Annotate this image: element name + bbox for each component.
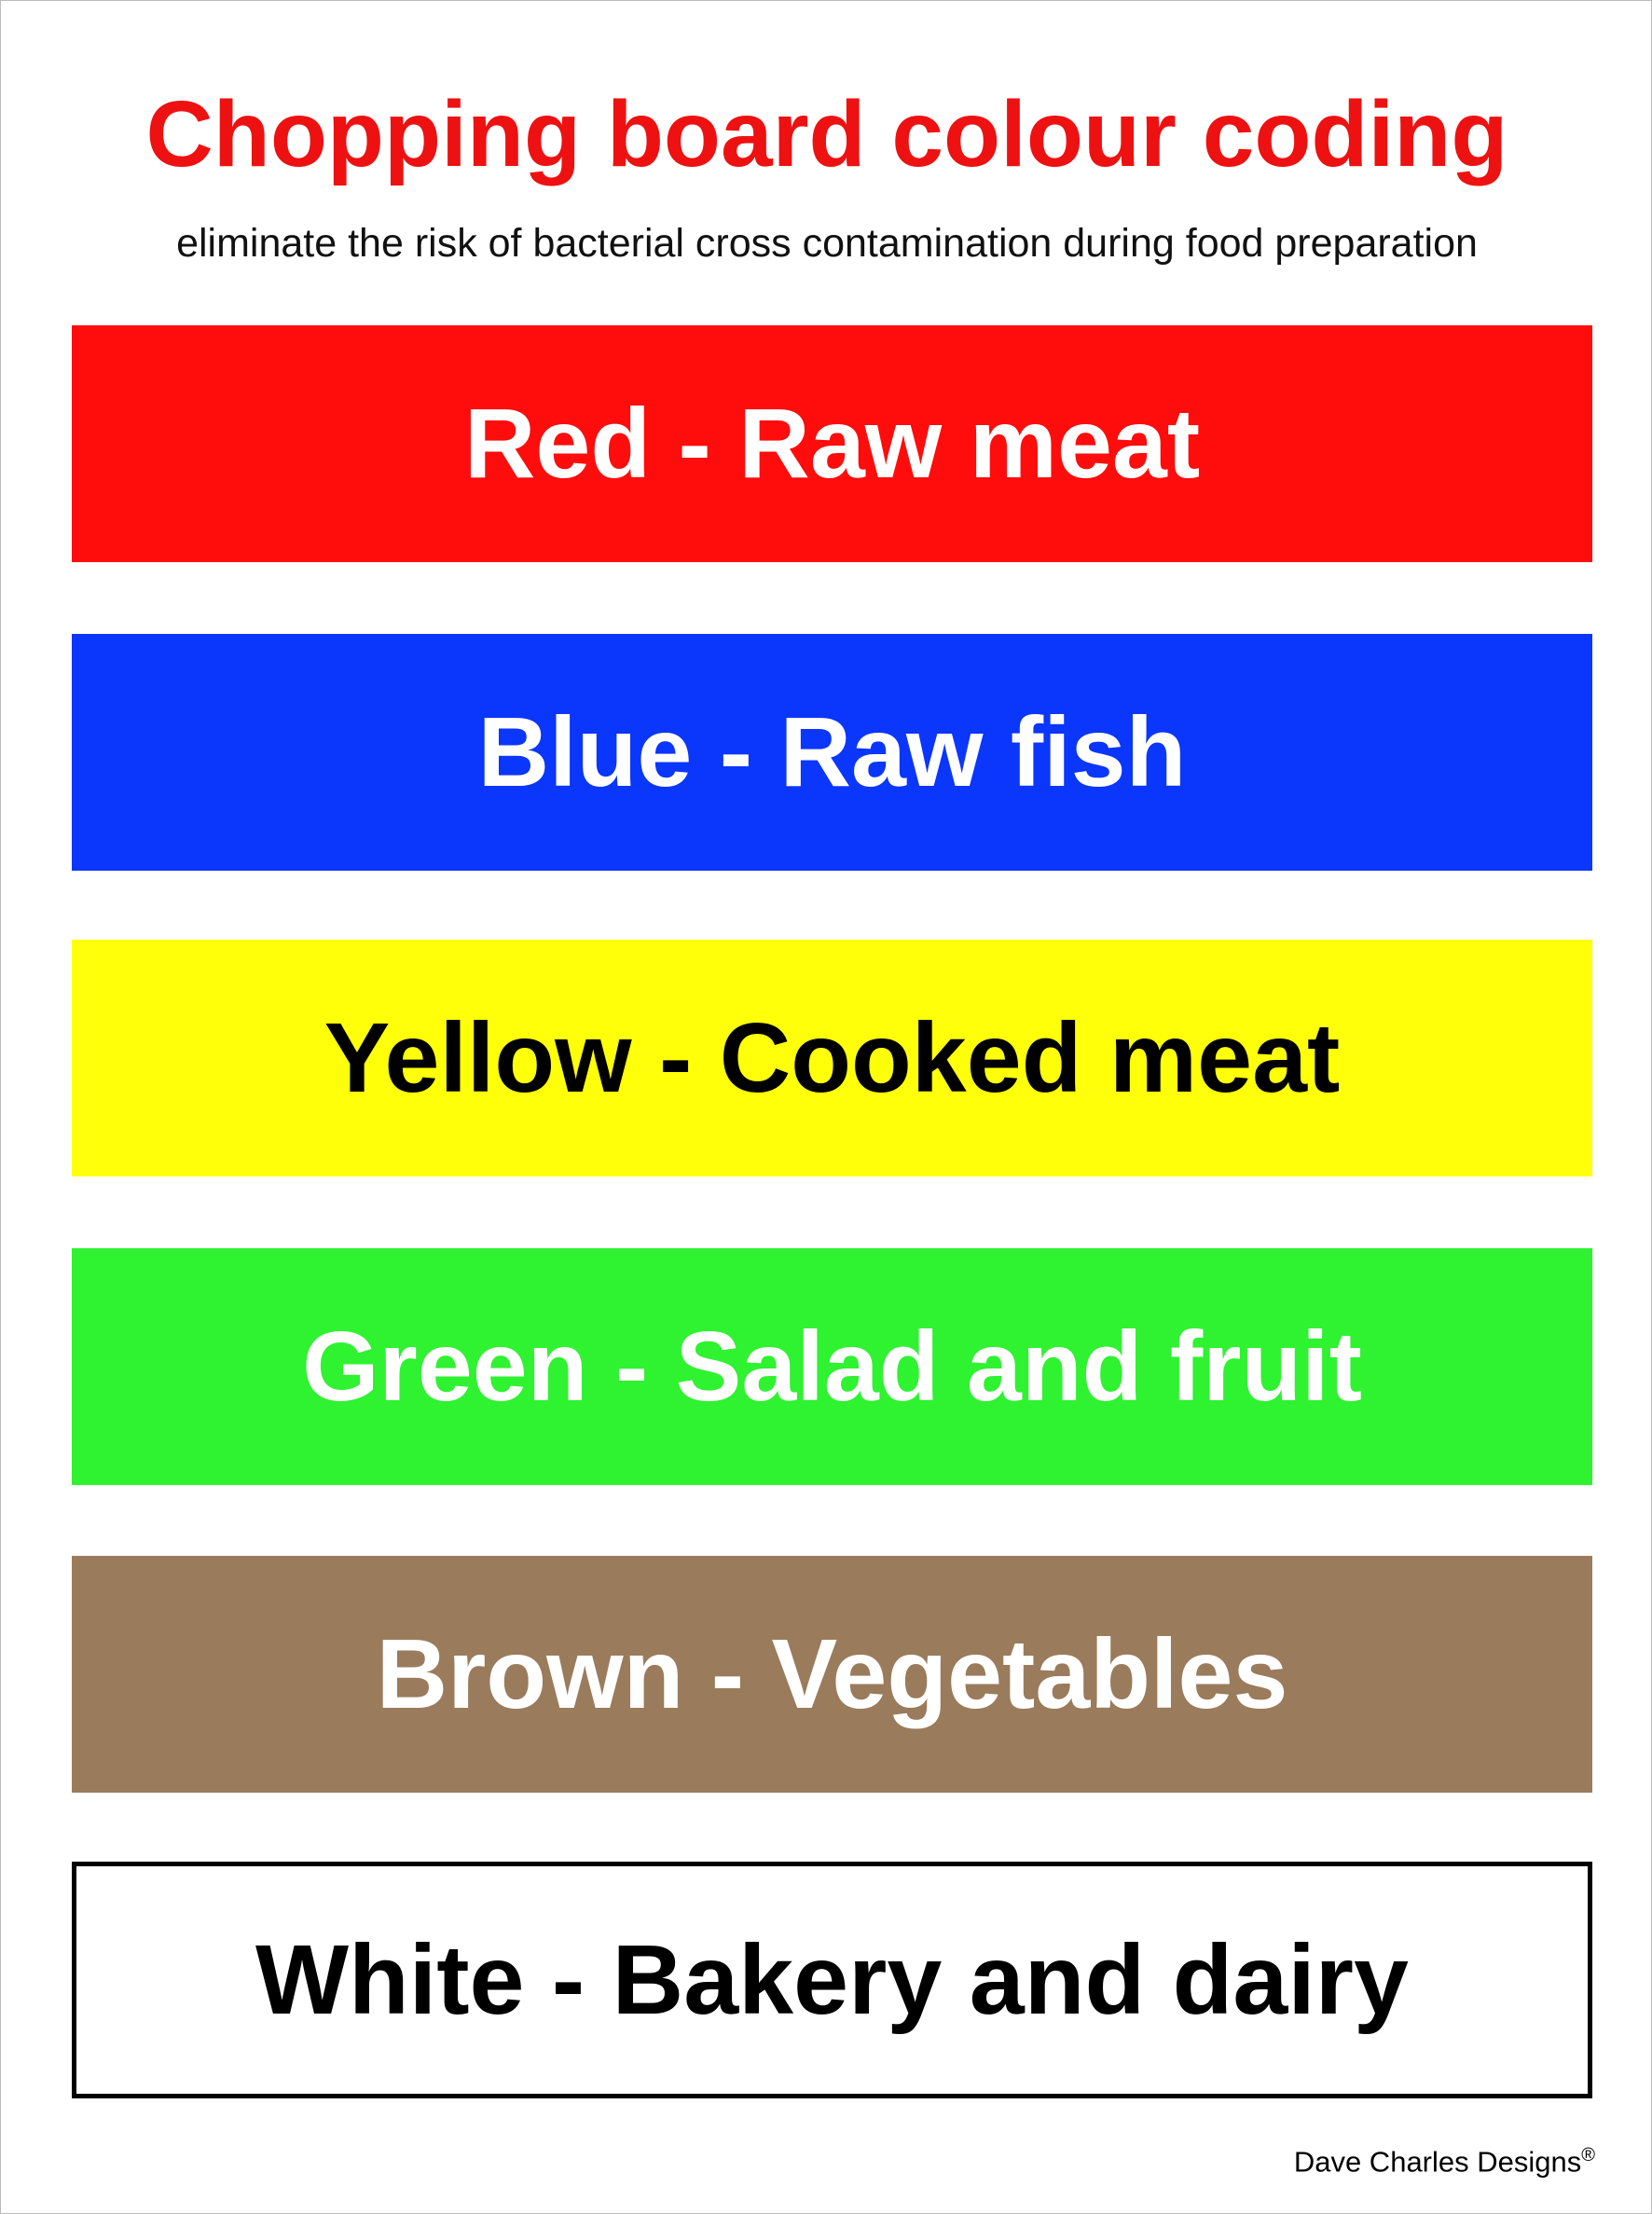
board-red: Red - Raw meat: [72, 325, 1592, 562]
credit: Dave Charles Designs: [1293, 2145, 1582, 2179]
board-yellow: Yellow - Cooked meat: [72, 940, 1592, 1176]
board-white: White - Bakery and dairy: [72, 1862, 1592, 2098]
footer: Dave Charles Designs®: [1294, 2145, 1595, 2179]
board-brown: Brown - Vegetables: [72, 1556, 1592, 1793]
board-blue: Blue - Raw fish: [72, 634, 1592, 871]
subtitle: eliminate the risk of bacterial cross co…: [176, 221, 1478, 266]
board-green: Green - Salad and fruit: [72, 1248, 1592, 1485]
title: Chopping board colour coding: [145, 82, 1508, 186]
registered-mark: ®: [1581, 2145, 1595, 2166]
